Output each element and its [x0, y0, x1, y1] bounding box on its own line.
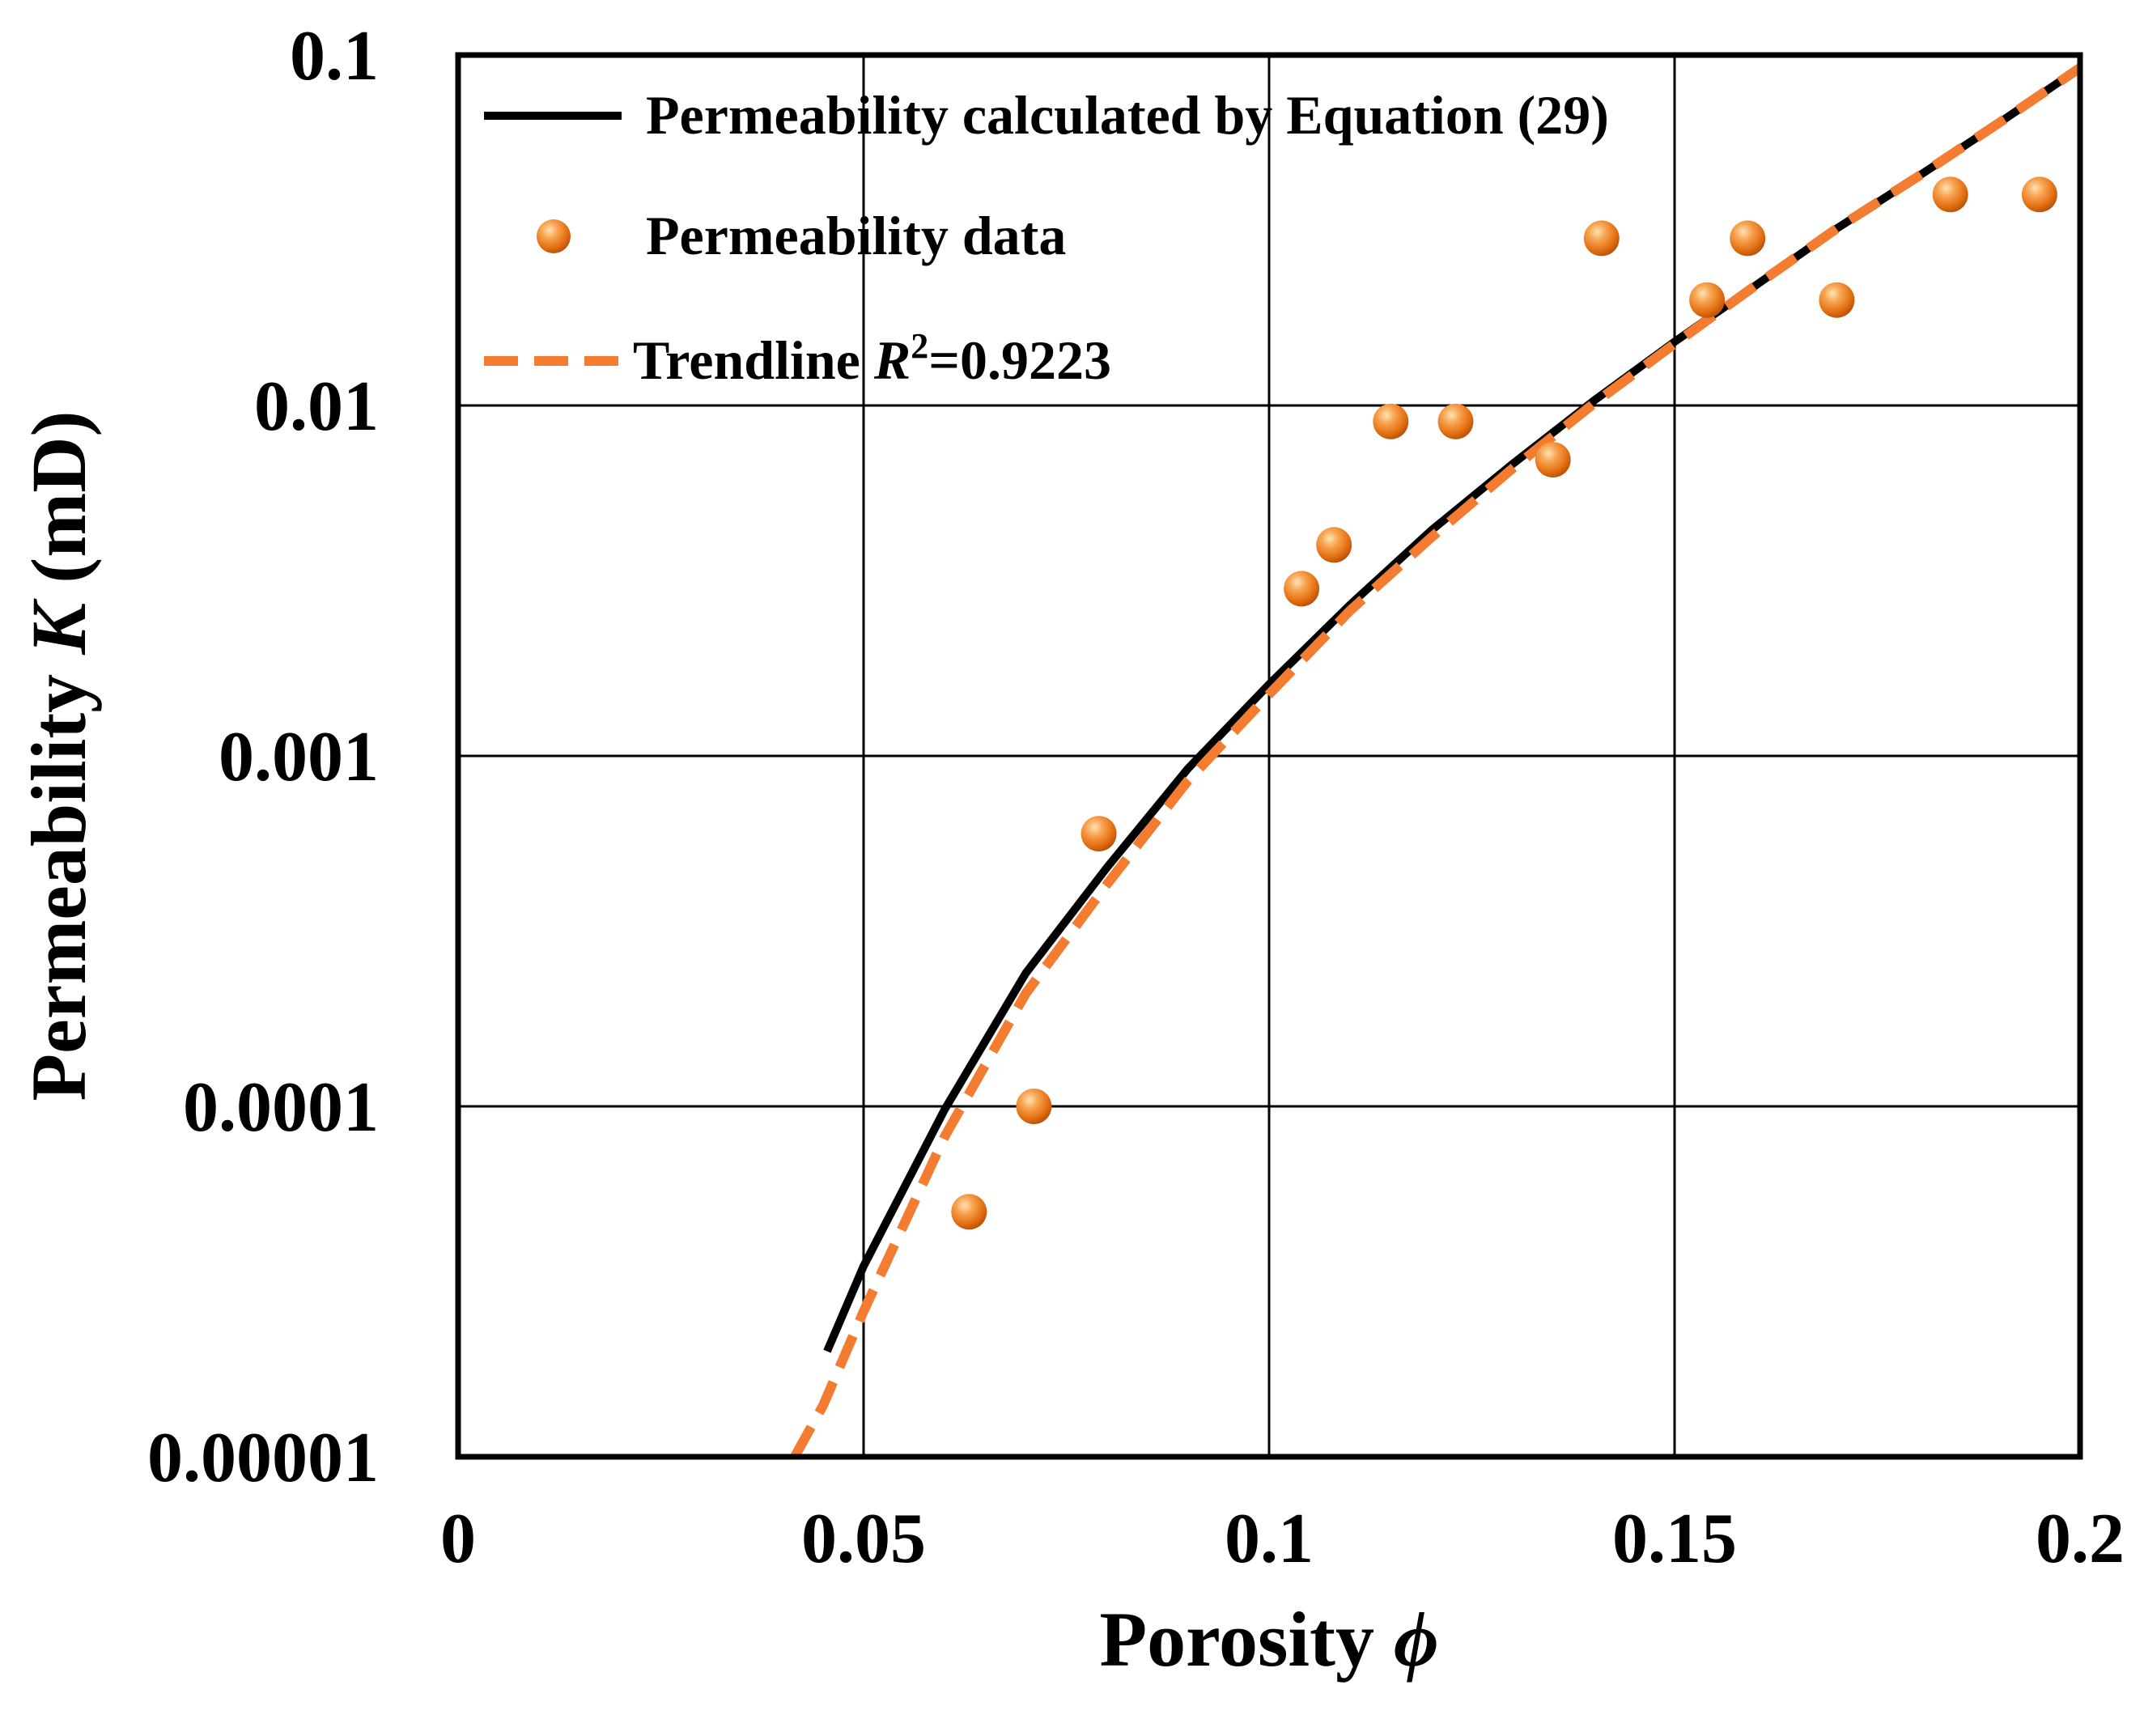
x-tick-label-4: 0.2 [2036, 1500, 2125, 1578]
data-point-11 [1819, 282, 1855, 318]
y-tick-label-1: 0.01 [254, 367, 379, 446]
data-point-1 [1016, 1089, 1052, 1124]
data-point-4 [1316, 527, 1352, 563]
x-axis-title: Porosity ϕ [1099, 1596, 1438, 1683]
plot-frame [455, 52, 2083, 1460]
data-point-13 [2021, 176, 2057, 213]
data-point-3 [1284, 571, 1320, 607]
data-point-5 [1373, 403, 1409, 439]
grid-lines [458, 55, 2080, 1457]
data-point-6 [1437, 403, 1474, 439]
legend-marker-data [537, 219, 571, 253]
x-tick-label-1: 0.05 [801, 1500, 926, 1578]
series-lines [790, 63, 2080, 1457]
y-axis-title: Permeability K (mD) [15, 410, 102, 1101]
x-tick-label-2: 0.1 [1225, 1500, 1314, 1578]
series-line-2 [790, 63, 2080, 1457]
x-tick-label-3: 0.15 [1612, 1500, 1737, 1578]
data-point-8 [1583, 220, 1620, 257]
x-tick-label-0: 0 [440, 1500, 476, 1578]
data-point-9 [1689, 282, 1726, 318]
y-tick-label-0: 0.1 [290, 17, 379, 96]
legend-label-trendline: Trendline R2=0.9223 [633, 326, 1111, 391]
x-tick-labels: 0 0.05 0.1 0.15 0.2 [440, 1500, 2125, 1578]
data-point-10 [1730, 220, 1766, 257]
legend-label-equation: Permeability calculated by Equation (29) [646, 84, 1609, 146]
data-point-0 [951, 1194, 987, 1230]
y-tick-labels: 0.1 0.01 0.001 0.0001 0.00001 [147, 17, 379, 1497]
data-points [951, 176, 2057, 1230]
data-point-2 [1080, 816, 1117, 852]
data-point-12 [1932, 176, 1968, 213]
y-tick-label-4: 0.00001 [147, 1419, 379, 1497]
y-tick-label-3: 0.0001 [183, 1068, 379, 1147]
data-point-7 [1535, 442, 1571, 478]
y-tick-label-2: 0.001 [219, 718, 379, 796]
legend-label-data: Permeability data [646, 205, 1066, 266]
legend: Permeability calculated by Equation (29)… [484, 84, 1609, 391]
